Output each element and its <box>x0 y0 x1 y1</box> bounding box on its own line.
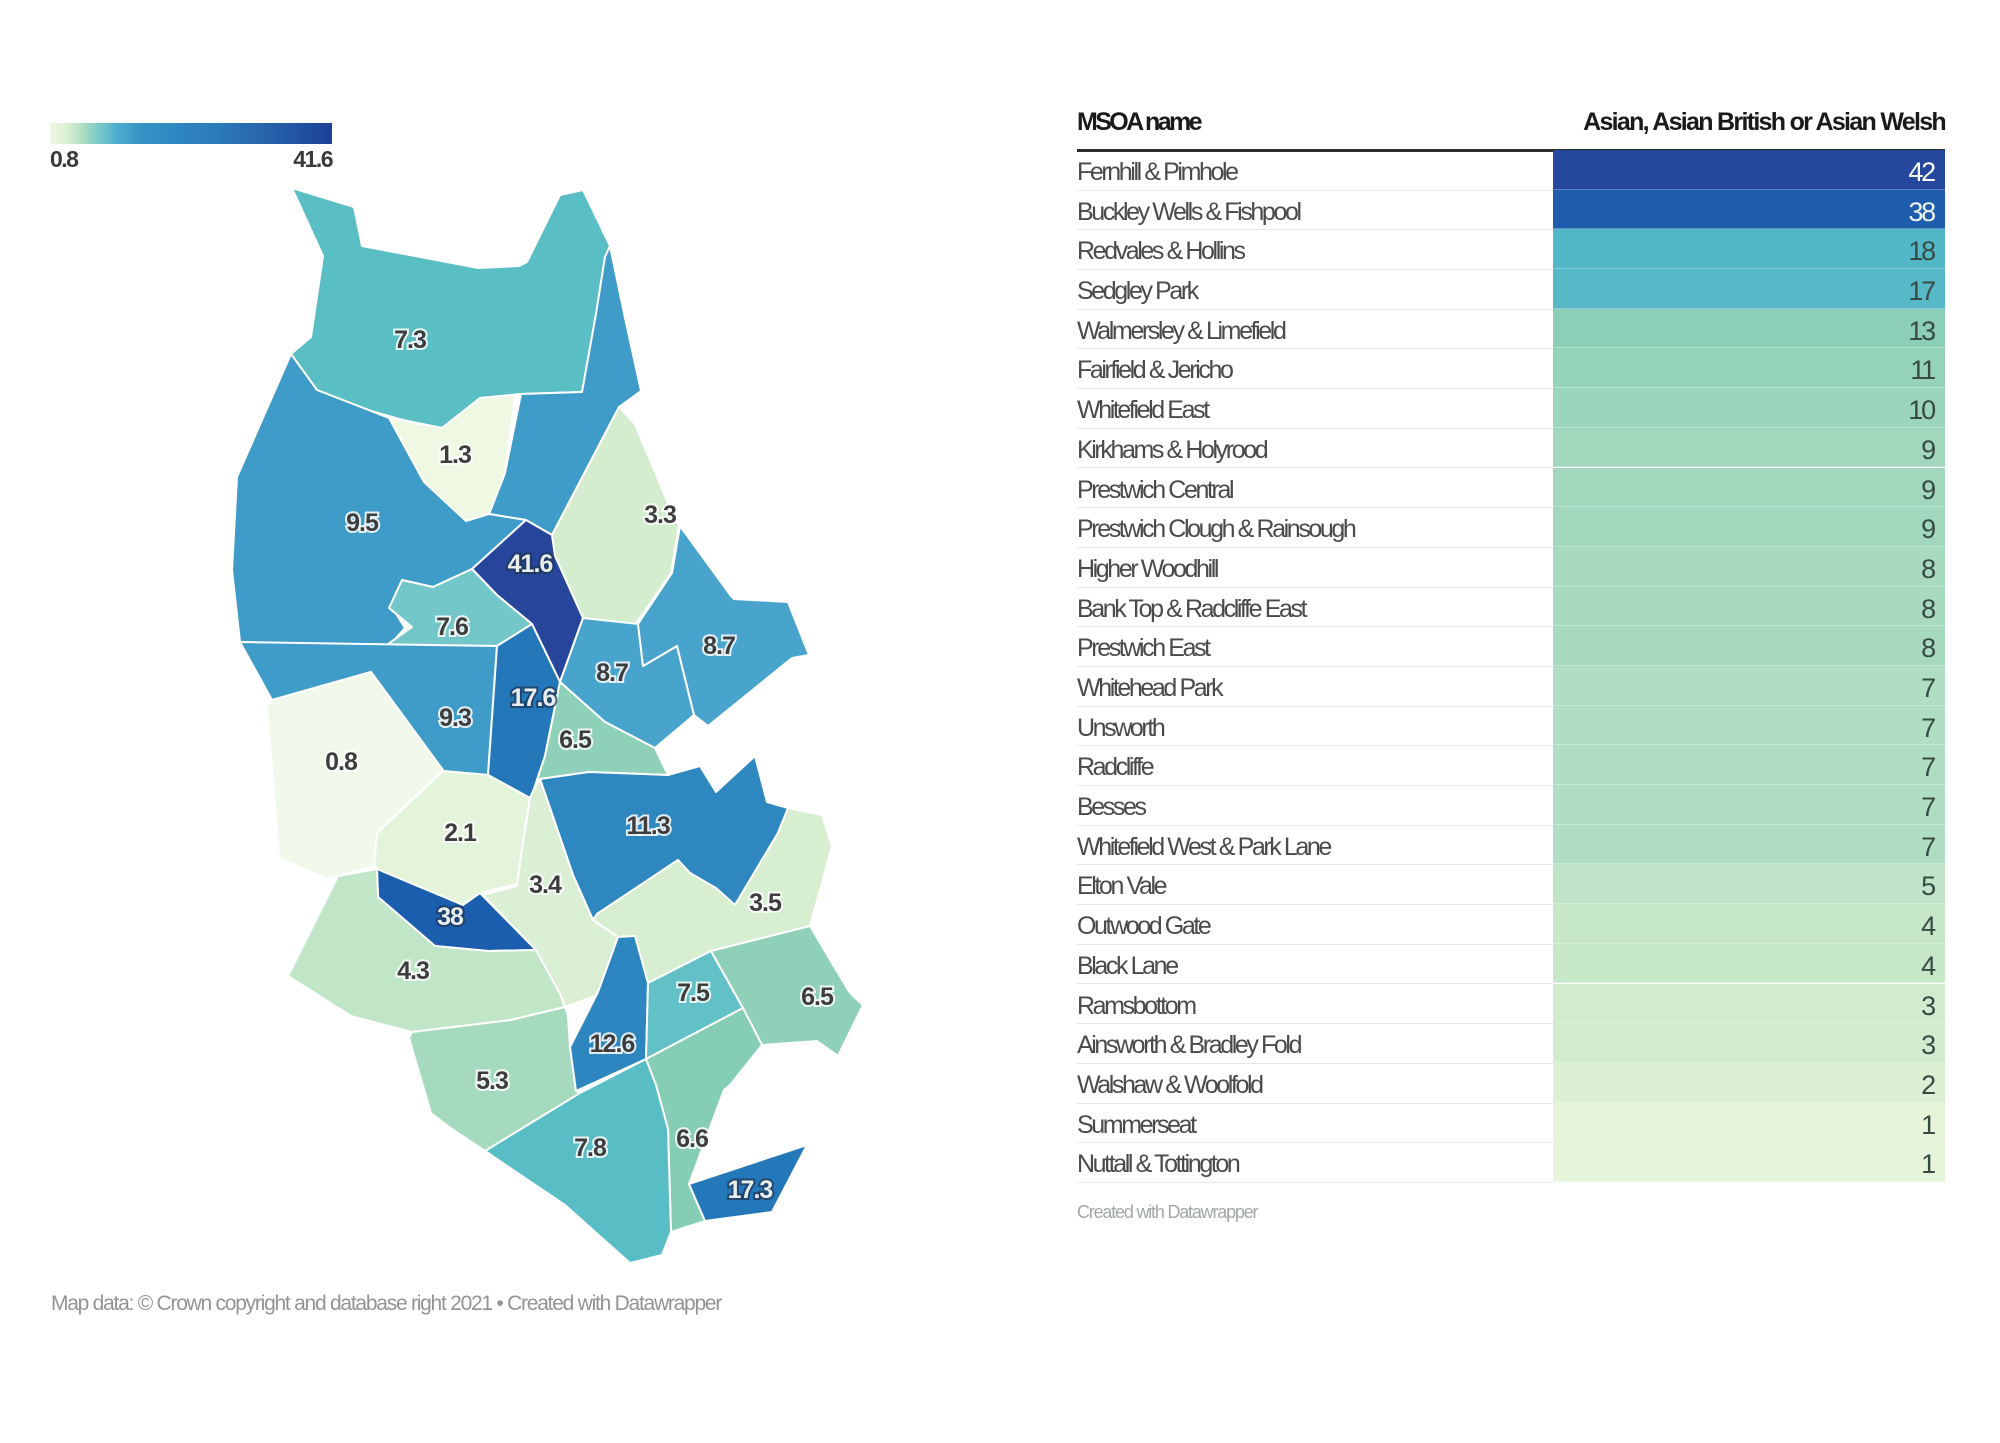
svg-text:9.5: 9.5 <box>346 509 379 537</box>
svg-text:7.6: 7.6 <box>436 613 468 641</box>
svg-text:11.3: 11.3 <box>626 812 669 840</box>
svg-text:0.8: 0.8 <box>325 748 358 776</box>
svg-text:41.6: 41.6 <box>508 550 553 578</box>
svg-text:17.3: 17.3 <box>728 1176 773 1204</box>
svg-text:7.8: 7.8 <box>574 1134 607 1162</box>
svg-text:2.1: 2.1 <box>444 819 477 847</box>
svg-text:8.7: 8.7 <box>703 632 735 660</box>
svg-text:7.3: 7.3 <box>394 326 426 354</box>
svg-text:8.7: 8.7 <box>596 659 628 687</box>
svg-text:6.5: 6.5 <box>801 983 834 1011</box>
svg-text:7.5: 7.5 <box>677 979 710 1007</box>
svg-text:38: 38 <box>437 903 464 931</box>
svg-text:3.4: 3.4 <box>529 871 562 899</box>
svg-text:9.3: 9.3 <box>439 704 471 732</box>
svg-text:6.5: 6.5 <box>559 726 592 754</box>
svg-text:1.3: 1.3 <box>439 441 471 469</box>
svg-text:12.6: 12.6 <box>590 1030 635 1058</box>
svg-text:5.3: 5.3 <box>476 1067 508 1095</box>
svg-text:4.3: 4.3 <box>397 957 429 985</box>
svg-text:3.5: 3.5 <box>749 889 782 917</box>
svg-text:3.3: 3.3 <box>644 501 676 529</box>
svg-text:17.6: 17.6 <box>511 684 556 712</box>
svg-text:6.6: 6.6 <box>676 1125 708 1153</box>
